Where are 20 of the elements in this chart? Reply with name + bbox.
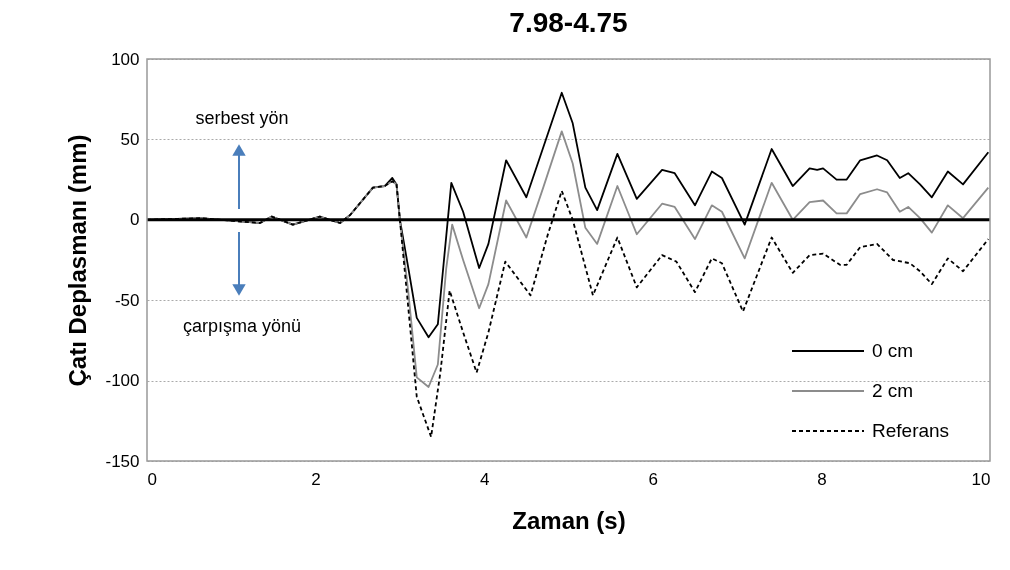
y-tick-label: -100: [105, 371, 140, 391]
y-tick-label: 0: [130, 210, 140, 230]
x-tick-label: 6: [648, 469, 659, 489]
x-tick-label: 4: [479, 469, 490, 489]
x-tick-label: 0: [147, 469, 157, 489]
y-tick-label: 100: [111, 49, 140, 69]
x-tick-label: 10: [971, 469, 991, 489]
legend-label: 0 cm: [872, 340, 914, 361]
y-tick-label: -50: [114, 290, 140, 310]
chart-title: 7.98-4.75: [509, 7, 628, 38]
annotation: serbest yön: [195, 108, 289, 128]
legend-label: 2 cm: [872, 380, 914, 401]
y-tick-label: 50: [120, 129, 140, 149]
x-axis-title: Zaman (s): [512, 506, 626, 534]
y-tick-label: -150: [105, 451, 140, 471]
x-tick-label: 2: [311, 469, 321, 489]
annotation: çarpışma yönü: [182, 316, 302, 336]
y-axis-title: Çatı Deplasmanı (mm): [64, 134, 92, 387]
x-tick-label: 8: [817, 469, 827, 489]
legend-label: Referans: [872, 420, 950, 441]
